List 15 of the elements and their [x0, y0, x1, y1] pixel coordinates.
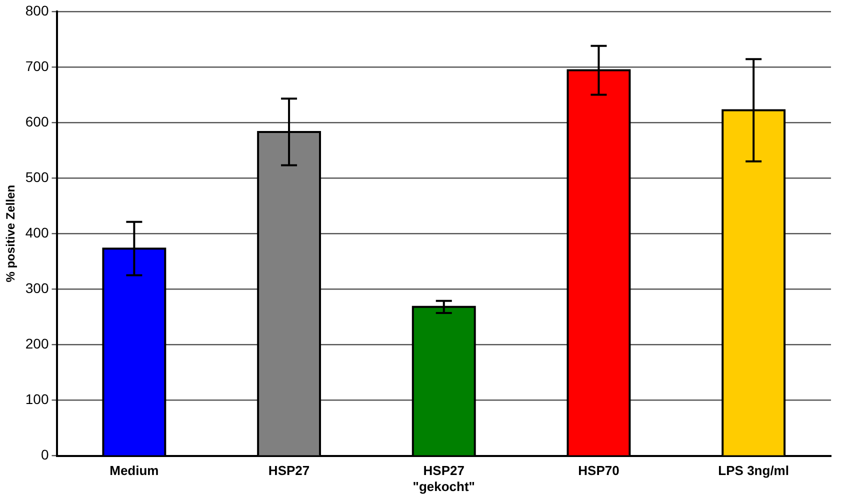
x-tick-label: HSP27 "gekocht"	[412, 463, 475, 494]
y-tick-label: 800	[25, 2, 49, 18]
y-tick-label: 600	[25, 113, 49, 130]
x-tick-label: LPS 3ng/ml	[718, 463, 789, 478]
y-tick-label: 200	[25, 336, 49, 352]
y-tick-label: 0	[40, 446, 49, 463]
y-tick-label: 500	[25, 168, 49, 185]
y-axis-title: % positive Zellen	[4, 184, 18, 282]
y-tick-label: 400	[25, 224, 49, 240]
y-tick-label: 700	[25, 58, 49, 74]
x-tick-label: HSP27	[268, 463, 310, 478]
x-tick-label: HSP70	[578, 463, 620, 478]
y-tick-label: 300	[25, 280, 49, 296]
x-tick-label: Medium	[110, 463, 159, 478]
y-tick-label: 100	[25, 391, 49, 408]
